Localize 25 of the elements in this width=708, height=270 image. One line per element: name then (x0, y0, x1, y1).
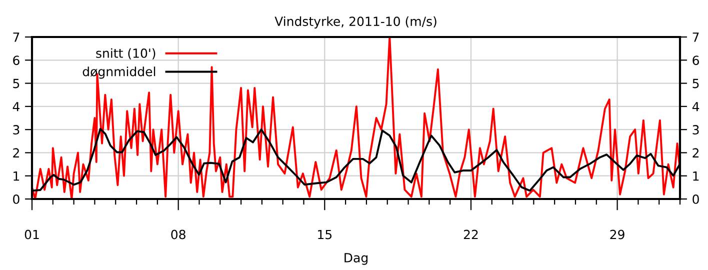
x-axis-title: Dag (344, 253, 368, 265)
y2-tick-label: 5 (692, 78, 699, 88)
y-tick-label: 3 (13, 125, 20, 134)
y2-tick-label: 3 (692, 125, 699, 134)
y-tick-label: 1 (14, 171, 20, 181)
x-tick-label: 29 (610, 230, 624, 240)
chart-title: Vindstyrke, 2011-10 (m/s) (274, 16, 436, 28)
y-tick-label: 6 (13, 56, 20, 66)
legend-label: døgnmiddel (82, 66, 156, 79)
y2-tick-label: 7 (692, 32, 699, 42)
y-tick-label: 2 (13, 148, 19, 158)
y2-tick-label: 2 (692, 148, 699, 158)
y2-tick-label: 1 (693, 171, 699, 181)
x-tick-label: 08 (171, 230, 186, 240)
x-tick-label: 15 (318, 230, 332, 240)
legend-label: snitt (10') (96, 48, 156, 60)
y2-tick-label: 6 (692, 56, 699, 66)
y-tick-label: 4 (12, 102, 20, 112)
x-tick-label: 01 (24, 230, 39, 240)
y2-tick-label: 0 (692, 194, 699, 204)
y2-tick-label: 4 (692, 102, 700, 112)
y-tick-label: 5 (13, 78, 20, 88)
y-tick-label: 7 (13, 32, 20, 42)
x-tick-label: 22 (464, 230, 478, 240)
y-tick-label: 0 (13, 194, 20, 204)
